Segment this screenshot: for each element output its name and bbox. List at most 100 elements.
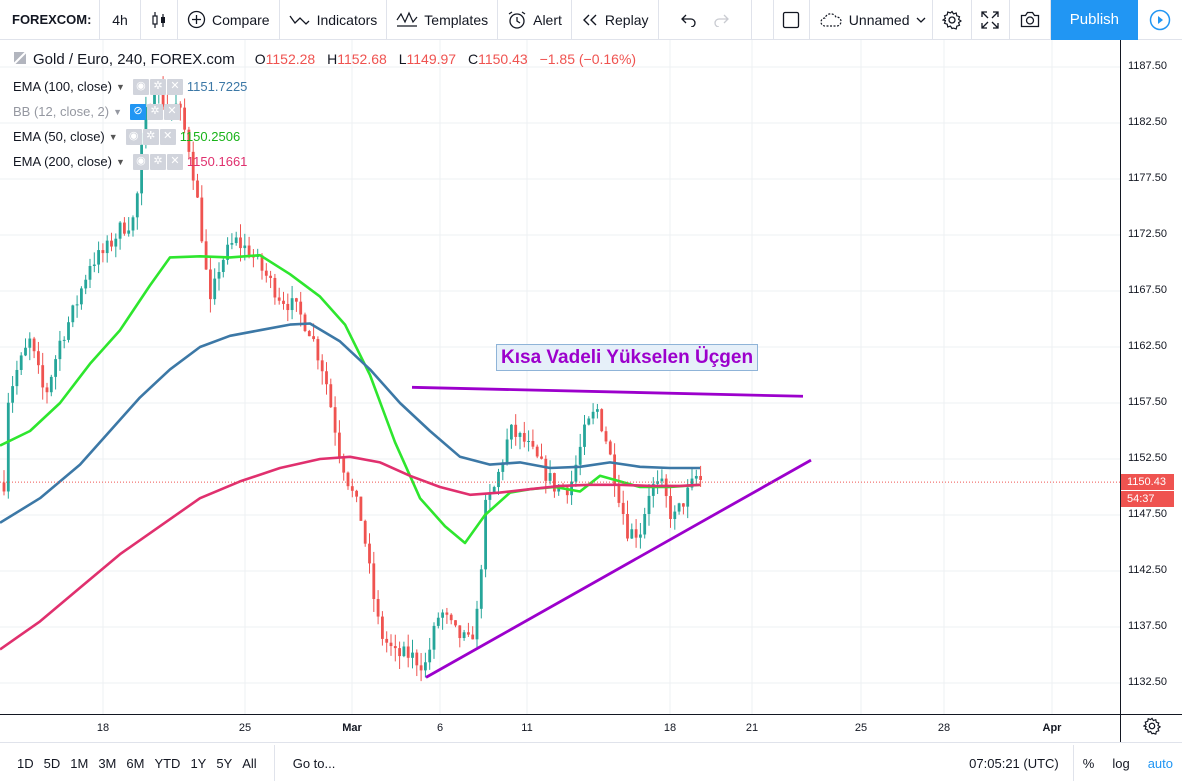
- candle-body: [372, 563, 376, 600]
- chart-settings-corner[interactable]: [1120, 714, 1182, 742]
- percent-scale-toggle[interactable]: %: [1082, 755, 1095, 771]
- candle-body: [621, 502, 625, 515]
- time-axis[interactable]: 18 25 Mar 6 11 18 21 25 28 Apr: [0, 714, 1120, 742]
- gear-icon[interactable]: ✲: [149, 78, 166, 95]
- indicators-button[interactable]: Indicators: [280, 0, 388, 40]
- range-button-1d[interactable]: 1D: [17, 755, 34, 771]
- clock-timezone[interactable]: 07:05:21 (UTC): [955, 745, 1074, 781]
- indicator-buttons: ◉ ✲ ✕: [132, 78, 183, 95]
- high-label: H: [327, 51, 338, 67]
- indicator-row-ema200[interactable]: EMA (200, close) ▼ ◉ ✲ ✕ 1150.1661: [13, 149, 644, 174]
- redo-icon[interactable]: [713, 13, 729, 27]
- candle-body: [286, 303, 290, 311]
- chart-plot-area[interactable]: [0, 40, 1120, 714]
- chart-annotation-label[interactable]: Kısa Vadeli Yükselen Üçgen: [496, 344, 759, 371]
- candles-icon: [151, 11, 167, 29]
- fullscreen-layout-button[interactable]: [774, 0, 810, 40]
- candle-body: [488, 493, 492, 500]
- replay-button[interactable]: Replay: [572, 0, 659, 40]
- eye-off-icon[interactable]: ⊘: [130, 103, 147, 120]
- candle-body: [277, 297, 281, 301]
- candle-body: [402, 646, 406, 657]
- candle-body: [393, 646, 397, 649]
- last-price-badge: 1150.43: [1121, 474, 1174, 491]
- candle-body: [11, 386, 14, 403]
- candle-body: [389, 642, 393, 647]
- price-chart[interactable]: [0, 40, 1120, 714]
- templates-button[interactable]: Templates: [387, 0, 499, 40]
- camera-icon: [1020, 11, 1040, 28]
- low-value: 1149.97: [406, 51, 457, 67]
- indicator-row-ema50[interactable]: EMA (50, close) ▼ ◉ ✲ ✕ 1150.2506: [13, 124, 644, 149]
- undo-icon[interactable]: [680, 13, 697, 27]
- alert-button[interactable]: Alert: [498, 0, 572, 40]
- candle-body: [217, 271, 221, 279]
- candle-body: [312, 336, 315, 340]
- range-button-1m[interactable]: 1M: [70, 755, 89, 771]
- indicator-value: 1150.2506: [179, 129, 241, 144]
- goto-date-button[interactable]: Go to...: [292, 755, 336, 771]
- candle-body: [359, 496, 363, 521]
- price-tick-label: 1187.50: [1128, 60, 1167, 72]
- gear-icon: [941, 10, 962, 30]
- gear-icon[interactable]: ✲: [142, 128, 159, 145]
- chart-type-button[interactable]: [141, 0, 178, 40]
- price-tick-label: 1182.50: [1128, 116, 1167, 128]
- price-axis[interactable]: 1187.50 1182.50 1177.50 1172.50 1167.50 1162.…: [1120, 40, 1182, 714]
- settings-button[interactable]: [933, 0, 972, 40]
- publish-button[interactable]: Publish: [1050, 0, 1138, 40]
- snapshot-button[interactable]: [1010, 0, 1051, 40]
- indicator-row-ema100[interactable]: EMA (100, close) ▼ ◉ ✲ ✕ 1151.7225: [13, 74, 644, 99]
- gear-icon[interactable]: ✲: [147, 103, 164, 120]
- chevron-down-icon[interactable]: ▼: [116, 81, 125, 92]
- range-button-5d[interactable]: 5D: [43, 755, 61, 771]
- candle-body: [350, 486, 354, 491]
- auto-scale-toggle[interactable]: auto: [1147, 755, 1173, 771]
- candle-body: [58, 340, 62, 360]
- fullscreen-button[interactable]: [972, 0, 1010, 40]
- stream-button[interactable]: [1138, 0, 1182, 40]
- log-scale-toggle[interactable]: log: [1112, 755, 1130, 771]
- candle-body: [608, 441, 612, 455]
- indicator-name: BB (12, close, 2): [13, 104, 110, 119]
- eye-icon[interactable]: ◉: [132, 78, 149, 95]
- candle-body: [355, 490, 358, 497]
- compare-button[interactable]: Compare: [178, 0, 280, 40]
- close-icon[interactable]: ✕: [166, 153, 183, 170]
- date-range-buttons: 1D 5D 1M 3M 6M YTD 1Y 5Y All: [0, 745, 275, 781]
- candle-body: [501, 462, 505, 472]
- range-button-3m[interactable]: 3M: [98, 755, 117, 771]
- close-icon[interactable]: ✕: [164, 103, 181, 120]
- symbol-search-button[interactable]: FOREXCOM:: [0, 0, 100, 40]
- candle-body: [342, 456, 346, 473]
- range-button-6m[interactable]: 6M: [126, 755, 145, 771]
- candle-body: [643, 514, 647, 535]
- candle-body: [118, 222, 122, 239]
- chevron-down-icon[interactable]: ▼: [108, 131, 118, 142]
- interval-label: 4h: [112, 11, 128, 28]
- eye-icon[interactable]: ◉: [132, 153, 149, 170]
- chevron-down-icon[interactable]: ▼: [116, 156, 125, 167]
- close-icon[interactable]: ✕: [166, 78, 183, 95]
- indicator-row-bb[interactable]: BB (12, close, 2) ▼ ⊘ ✲ ✕: [13, 99, 644, 124]
- eye-icon[interactable]: ◉: [125, 128, 142, 145]
- gear-icon[interactable]: ✲: [149, 153, 166, 170]
- candle-body: [411, 652, 414, 658]
- range-button-1y[interactable]: 1Y: [190, 755, 207, 771]
- candle-body: [531, 441, 535, 447]
- close-icon[interactable]: ✕: [159, 128, 176, 145]
- range-button-all[interactable]: All: [242, 755, 257, 771]
- price-tick-label: 1132.50: [1128, 676, 1167, 688]
- range-button-5y[interactable]: 5Y: [216, 755, 233, 771]
- chevron-down-icon[interactable]: ▼: [113, 106, 123, 117]
- layout-name-button[interactable]: Unnamed: [810, 0, 933, 40]
- interval-button[interactable]: 4h: [100, 0, 141, 40]
- range-button-ytd[interactable]: YTD: [154, 755, 181, 771]
- candle-body: [37, 351, 40, 366]
- candle-body: [269, 275, 272, 278]
- indicator-value: 1150.1661: [186, 154, 248, 169]
- legend-title: Gold / Euro, 240, FOREX.com: [33, 50, 235, 68]
- candle-body: [497, 471, 500, 488]
- candle-body: [492, 487, 496, 494]
- bottom-toolbar: 1D 5D 1M 3M 6M YTD 1Y 5Y All Go to... 07:05:21 (…: [0, 742, 1182, 783]
